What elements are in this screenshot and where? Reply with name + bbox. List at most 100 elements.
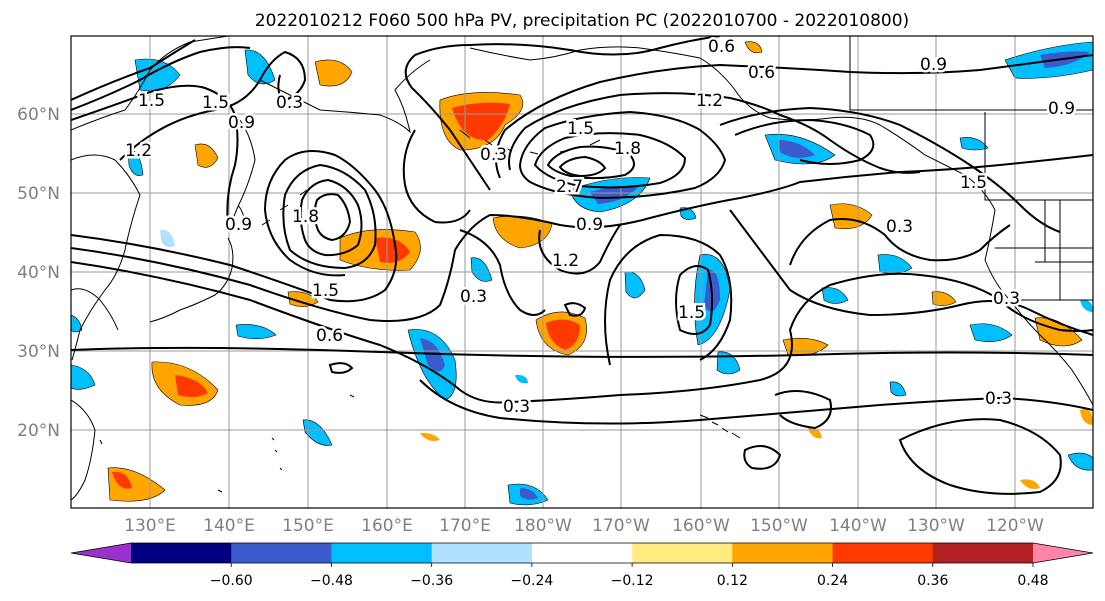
lat-label: 20°N <box>17 421 60 441</box>
precip-area <box>420 432 440 442</box>
precip-area <box>515 374 528 384</box>
contour-label: 1.2 <box>696 91 723 111</box>
longitude-labels: 130°E 140°E 150°E 160°E 170°E 180°W 170°… <box>124 516 1044 536</box>
lon-label: 170°E <box>439 516 491 536</box>
precip-area <box>375 237 410 263</box>
contour-label: 2.7 <box>556 177 583 197</box>
pv-contour <box>675 265 714 335</box>
colorbar-segment <box>131 543 232 563</box>
colorbar-tick-label: −0.36 <box>410 573 453 589</box>
lon-label: 130°W <box>907 516 965 536</box>
precip-area <box>127 149 144 176</box>
precip-area <box>821 287 849 304</box>
pv-contour <box>419 379 1093 425</box>
precip-area <box>160 229 175 248</box>
kamchatka-coast <box>231 119 256 223</box>
precip-area <box>1020 479 1040 489</box>
precip-area <box>590 186 638 204</box>
precip-area <box>71 364 96 390</box>
lon-label: 120°W <box>986 516 1044 536</box>
pv-contour <box>508 92 921 174</box>
precip-area <box>302 419 333 446</box>
precip-area <box>959 137 989 151</box>
map-content: 0.6 0.6 0.9 0.9 0.3 1.2 1.5 1.8 1.5 1.5 … <box>71 36 1093 508</box>
precip-area <box>175 375 208 398</box>
contour-label: 1.5 <box>138 91 165 111</box>
colorbar-tick-label: −0.60 <box>210 573 253 589</box>
pv-contour <box>313 193 352 242</box>
pv-contour <box>538 224 621 275</box>
latitude-labels: 60°N 50°N 40°N 30°N 20°N <box>17 105 60 441</box>
pv-contour <box>328 362 354 374</box>
contour-label: 0.3 <box>886 217 913 237</box>
precip-area <box>420 338 445 372</box>
contour-label: 1.5 <box>567 119 594 139</box>
pv-contour <box>743 445 782 470</box>
colorbar-extend-max <box>1033 543 1093 563</box>
japan-coast <box>149 204 245 323</box>
contour-label: 1.8 <box>292 207 319 227</box>
precip-area <box>969 323 1013 342</box>
contour-label: 1.5 <box>312 281 339 301</box>
lat-label: 60°N <box>17 105 60 125</box>
hawaii-islands <box>699 414 741 439</box>
precip-area <box>624 271 646 299</box>
colorbar-outline <box>70 542 1094 564</box>
contour-label: 1.5 <box>960 173 987 193</box>
precip-area <box>71 314 83 333</box>
lon-label: 140°E <box>203 516 255 536</box>
pv-contour <box>789 218 1011 266</box>
colorbar-tick-label: 0.36 <box>917 573 948 589</box>
pv-contour <box>71 39 196 101</box>
contour-label: 0.9 <box>228 113 255 133</box>
lon-label: 170°W <box>592 516 650 536</box>
precip-area <box>1080 409 1093 425</box>
precip-area <box>492 215 553 249</box>
colorbar-tick-label: −0.24 <box>510 573 553 589</box>
colorbar-segment <box>531 543 633 563</box>
precip-area <box>546 319 580 350</box>
lon-label: 130°E <box>124 516 176 536</box>
korea-china-coast <box>71 288 119 501</box>
pv-contour <box>71 150 398 303</box>
pv-contour <box>71 84 239 226</box>
pv-contour <box>604 233 733 366</box>
precip-area <box>520 488 538 500</box>
contour-label: 1.2 <box>125 141 152 161</box>
lat-label: 50°N <box>17 184 60 204</box>
us-state-lines <box>995 247 1093 301</box>
colorbar-tick-label: −0.48 <box>310 573 353 589</box>
lon-label: 150°W <box>750 516 808 536</box>
pv-contour <box>299 178 363 257</box>
lat-label: 30°N <box>17 342 60 362</box>
precip-area <box>470 257 493 282</box>
colorbar-segment <box>832 543 934 563</box>
colorbar-extend-min <box>71 543 131 563</box>
pv-contour <box>563 302 587 317</box>
contour-label: 0.6 <box>708 37 735 57</box>
colorbar: −0.60 −0.48 −0.36 −0.24 −0.12 0.12 0.24 0.36 0.4… <box>70 542 1094 589</box>
colorbar-tick-label: 0.24 <box>817 573 848 589</box>
contour-label: 0.3 <box>276 93 303 113</box>
map-frame <box>70 35 1094 509</box>
pv-contour <box>404 36 721 191</box>
lon-label: 180°W <box>514 516 572 536</box>
precip-area <box>889 381 907 397</box>
pv-contours <box>71 36 1093 495</box>
contour-labels: 0.6 0.6 0.9 0.9 0.3 1.2 1.5 1.8 1.5 1.5 … <box>123 36 1078 420</box>
precip-area <box>235 324 277 340</box>
lon-label: 160°W <box>672 516 730 536</box>
contour-label: 0.9 <box>920 55 947 75</box>
colorbar-segment <box>932 543 1034 563</box>
contour-label: 1.5 <box>678 303 705 323</box>
precip-area <box>112 471 132 489</box>
precip-area <box>134 58 181 92</box>
pv-contour <box>518 110 727 200</box>
colorbar-segment <box>632 543 733 563</box>
precip-area <box>287 291 319 307</box>
north-america-coast <box>984 209 1093 406</box>
precip-area <box>877 254 913 274</box>
precip-area <box>314 59 353 87</box>
contour-label: 0.9 <box>225 215 252 235</box>
lat-label: 40°N <box>17 263 60 283</box>
